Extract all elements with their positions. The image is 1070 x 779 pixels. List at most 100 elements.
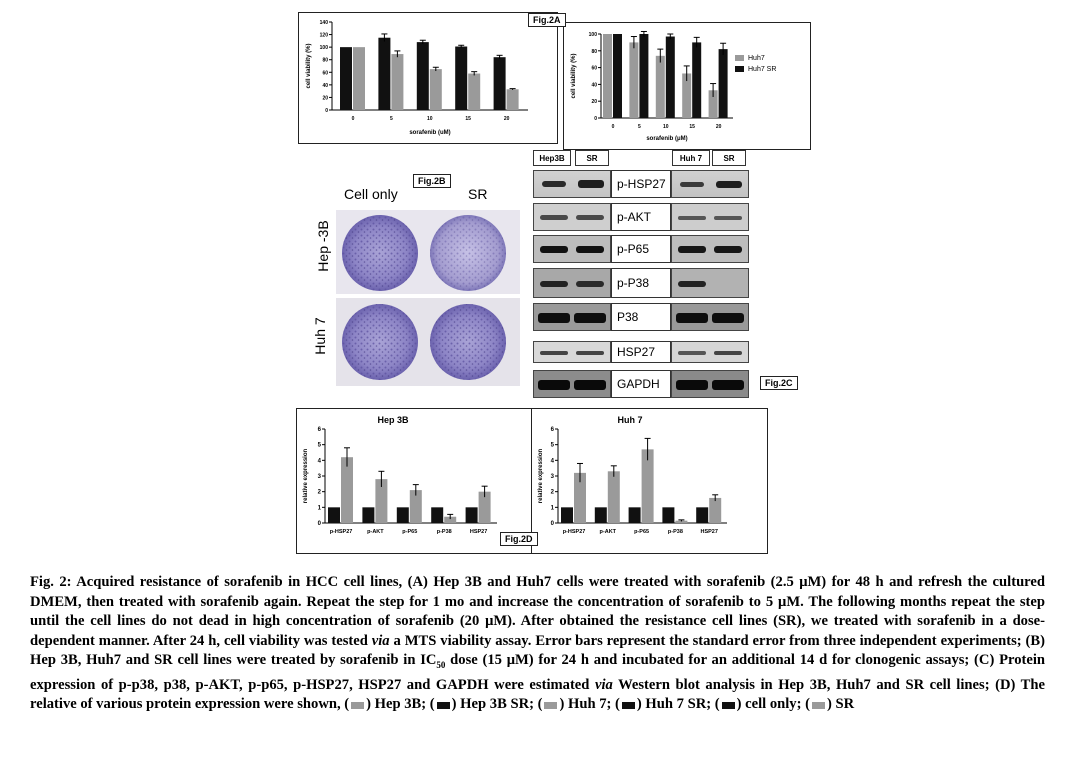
blot-p-hsp27-left [533, 170, 611, 198]
x-tick-label: HSP27 [470, 529, 487, 535]
blot-hsp27-left [533, 341, 611, 363]
caption-legend-2: ) Hep 3B SR; ( [451, 696, 543, 713]
figure-caption: Fig. 2: Acquired resistance of sorafenib… [30, 573, 1045, 715]
x-tick-label: 20 [716, 124, 722, 130]
fig-2c-tag: Fig.2C [760, 376, 798, 390]
marker-p-hsp27: p-HSP27 [611, 170, 671, 198]
blot-gapdh-left [533, 370, 611, 398]
y-tick-label: 1 [318, 505, 322, 511]
bar [574, 472, 586, 523]
y-tick-label: 5 [318, 443, 322, 449]
bar [396, 507, 409, 523]
caption-mid-1: a MTS viability assay. Error bars repres… [30, 632, 1045, 669]
marker-gapdh: GAPDH [611, 370, 671, 398]
y-tick-label: 3 [551, 474, 555, 480]
bar [468, 73, 481, 110]
bar [692, 42, 702, 118]
x-tick-label: 5 [390, 116, 393, 122]
caption-legend-5: ) cell only; ( [736, 696, 810, 713]
bar [696, 507, 709, 523]
x-tick-label: p-AKT [600, 529, 617, 535]
legend-label: Huh7 SR [748, 66, 776, 73]
bar [506, 89, 519, 110]
wb-header-hep3b: Hep3B [533, 150, 571, 166]
bar [375, 479, 388, 523]
bar [607, 471, 620, 523]
legend-label: Huh7 [748, 55, 765, 62]
y-tick-label: 40 [591, 82, 597, 88]
marker-p38: P38 [611, 303, 671, 331]
row-label-huh7: Huh 7 [312, 317, 328, 355]
x-axis-label: sorafenib (μM) [646, 136, 687, 142]
y-tick-label: 120 [320, 33, 329, 39]
bar [341, 457, 353, 523]
x-tick-label: HSP27 [700, 529, 717, 535]
y-tick-label: 140 [320, 20, 329, 26]
bar [709, 497, 722, 523]
blot-p-p38-right [671, 268, 749, 298]
bar [708, 90, 718, 118]
blot-p-p38-left [533, 268, 611, 298]
blot-p-akt-right [671, 203, 749, 231]
y-tick-label: 40 [322, 83, 328, 89]
marker-p-p38: p-P38 [611, 268, 671, 298]
x-tick-label: p-HSP27 [563, 529, 586, 535]
bar [718, 49, 728, 118]
chart-a-right: 0 20 40 60 80 100 0 5 10 15 20 cell viability (%) so… [571, 30, 776, 142]
caption-mid-3: Western blot analysis in Hep 3B, Huh7 an… [30, 676, 1045, 713]
caption-mid-2: dose (15 μM) for 24 h and incubated for … [30, 652, 1045, 693]
x-tick-label: 10 [427, 116, 433, 122]
panel-b: Cell only Fig.2B SR Hep -3B Huh 7 [310, 172, 520, 387]
y-tick-label: 60 [591, 66, 597, 72]
x-tick-label: 10 [663, 124, 669, 130]
legend-swatch-hep3b [351, 701, 365, 709]
x-tick-label: p-AKT [367, 529, 384, 535]
x-tick-label: p-HSP27 [330, 529, 353, 535]
bar [340, 47, 352, 110]
panel-c: Hep3B SR Huh 7 SR p-HSP27 p-AKT p-P65 p-… [532, 148, 817, 398]
y-tick-label: 80 [591, 49, 597, 55]
chart-title: Huh 7 [617, 415, 642, 425]
legend-swatch [735, 66, 744, 72]
bar [444, 516, 457, 523]
bar [378, 37, 391, 110]
y-tick-label: 80 [322, 58, 328, 64]
blot-p-hsp27-right [671, 170, 749, 198]
bar [682, 73, 692, 118]
y-tick-label: 0 [594, 116, 597, 122]
y-tick-label: 1 [551, 505, 555, 511]
wb-header-huh7-sr: SR [712, 150, 746, 166]
bar [629, 42, 639, 118]
bar [391, 54, 404, 110]
bar [613, 34, 622, 118]
caption-legend-1: ) Hep 3B; ( [366, 696, 435, 713]
blot-p-p65-left [533, 235, 611, 263]
x-tick-label: 15 [689, 124, 695, 130]
bar [639, 34, 649, 118]
x-tick-label: p-P38 [668, 529, 683, 535]
y-tick-label: 0 [325, 108, 328, 114]
bar [416, 42, 429, 110]
bar [465, 507, 478, 523]
x-tick-label: 15 [465, 116, 471, 122]
x-tick-label: p-P38 [437, 529, 452, 535]
blot-p38-left [533, 303, 611, 331]
bar [628, 507, 641, 523]
y-tick-label: 0 [551, 521, 555, 527]
bar [409, 490, 422, 523]
x-tick-label: 0 [352, 116, 355, 122]
bar [328, 507, 340, 523]
bar [353, 47, 365, 110]
marker-p-akt: p-AKT [611, 203, 671, 231]
bar [561, 507, 573, 523]
caption-via-1: via [371, 632, 390, 649]
bar [675, 520, 688, 523]
blot-p-akt-left [533, 203, 611, 231]
fig-2a-tag: Fig.2A [528, 13, 566, 27]
legend-swatch-sr [811, 701, 825, 709]
x-tick-label: 20 [504, 116, 510, 122]
y-tick-label: 6 [551, 427, 555, 433]
y-tick-label: 20 [322, 95, 328, 101]
y-tick-label: 2 [318, 490, 322, 496]
fig-2d-tag: Fig.2D [500, 532, 538, 546]
